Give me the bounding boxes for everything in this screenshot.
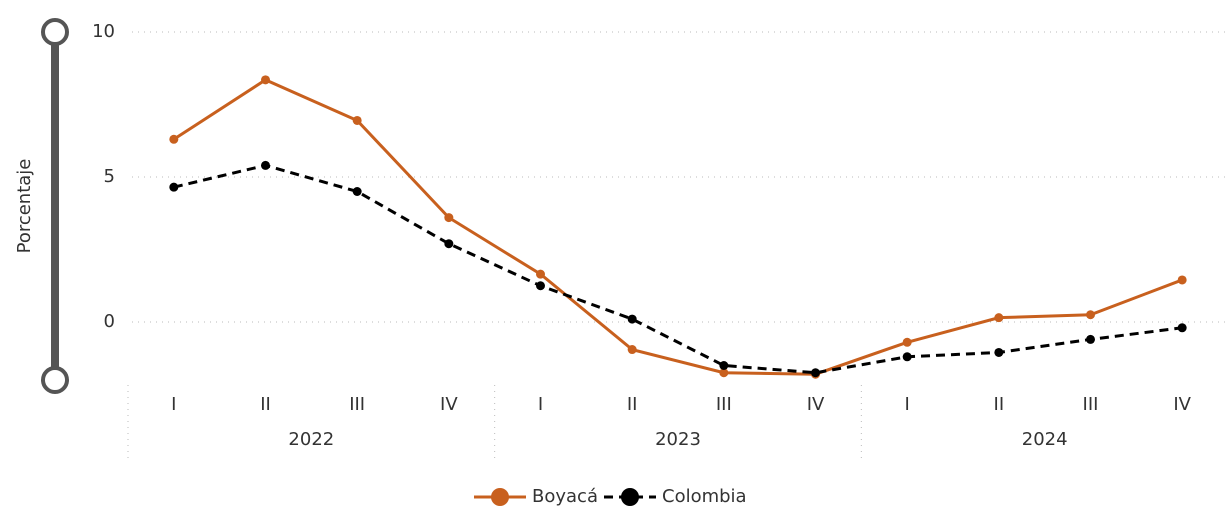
- data-point: [536, 281, 545, 291]
- x-tick-label: I: [171, 394, 176, 415]
- y-axis-label: Porcentaje: [14, 159, 35, 254]
- slider-track: [51, 32, 59, 380]
- data-point: [627, 345, 637, 355]
- x-tick-label: IV: [440, 394, 458, 415]
- data-point: [1177, 323, 1187, 333]
- data-point: [902, 337, 912, 347]
- legend-label: Colombia: [662, 486, 747, 507]
- data-point: [444, 239, 454, 249]
- data-point: [811, 368, 820, 378]
- legend-item: Boyacá: [474, 486, 598, 507]
- group-label: 2024: [1022, 429, 1068, 450]
- legend-marker: [491, 488, 509, 506]
- legend-label: Boyacá: [532, 486, 598, 507]
- x-tick-label: IV: [807, 394, 825, 415]
- data-point: [536, 269, 545, 279]
- group-label: 2023: [655, 429, 701, 450]
- x-tick-label: III: [1083, 394, 1099, 415]
- x-tick-label: III: [716, 394, 732, 415]
- data-point: [1177, 275, 1187, 285]
- x-tick-label: I: [538, 394, 543, 415]
- x-tick-label: IV: [1173, 394, 1191, 415]
- x-tick-label: II: [260, 394, 271, 415]
- data-point: [627, 314, 637, 324]
- slider-handle[interactable]: [41, 18, 69, 46]
- x-tick-label: III: [349, 394, 365, 415]
- group-label: 2022: [288, 429, 334, 450]
- legend-item: Colombia: [604, 486, 747, 507]
- series-line: [173, 78, 1183, 376]
- series-line: [173, 163, 1183, 375]
- data-point: [902, 352, 912, 362]
- legend-marker: [621, 488, 639, 506]
- x-tick-label: I: [905, 394, 910, 415]
- data-point: [1086, 310, 1095, 320]
- range-slider[interactable]: [41, 18, 69, 394]
- x-tick-label: II: [627, 394, 638, 415]
- data-point: [169, 134, 179, 144]
- data-point: [719, 368, 729, 378]
- slider-handle[interactable]: [41, 366, 69, 394]
- data-point: [352, 115, 362, 125]
- y-tick-label: 5: [104, 166, 115, 187]
- data-point: [994, 313, 1004, 323]
- data-point: [994, 347, 1004, 357]
- data-point: [169, 182, 179, 192]
- data-point: [444, 213, 454, 223]
- data-point: [1086, 334, 1095, 344]
- y-tick-label: 0: [104, 311, 115, 332]
- data-point: [352, 187, 362, 196]
- data-point: [261, 75, 270, 85]
- x-tick-label: II: [994, 394, 1005, 415]
- data-point: [261, 160, 270, 170]
- y-tick-label: 10: [92, 21, 115, 42]
- data-point: [719, 361, 729, 370]
